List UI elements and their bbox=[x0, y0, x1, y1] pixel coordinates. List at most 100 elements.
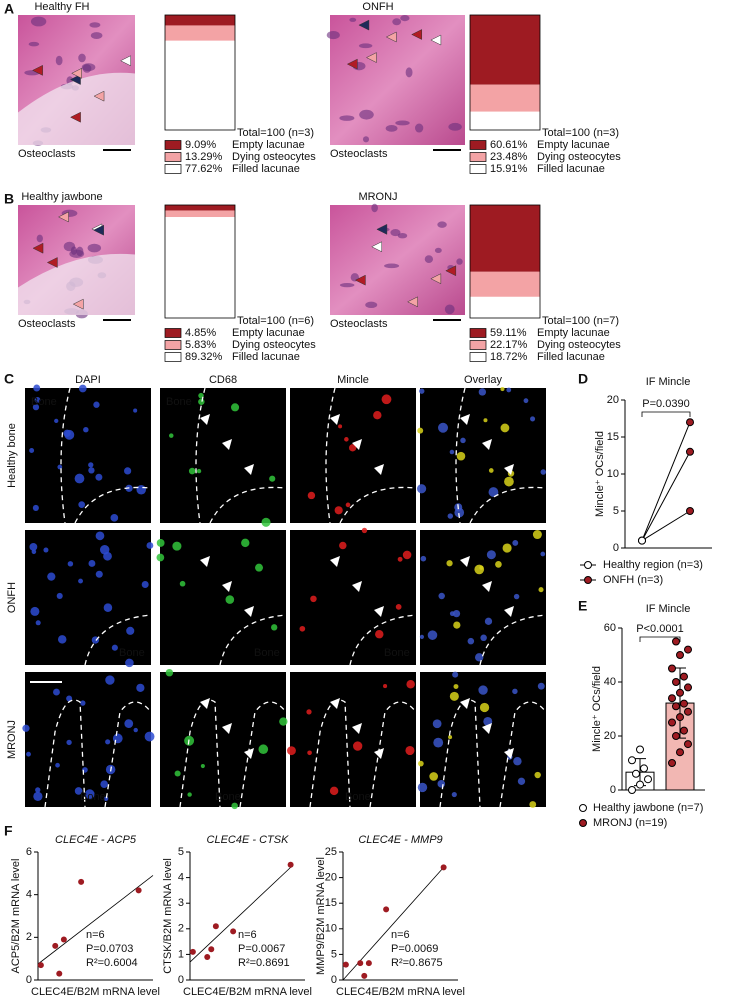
legend-label: Dying osteocytes bbox=[537, 339, 621, 351]
nucleus bbox=[512, 688, 518, 695]
image-content bbox=[169, 387, 287, 527]
nucleus bbox=[88, 467, 95, 474]
arrowhead bbox=[200, 698, 210, 709]
nucleus bbox=[279, 717, 288, 726]
nucleus bbox=[47, 572, 56, 581]
chart-title: IF Mincle bbox=[646, 603, 691, 615]
arrowhead bbox=[200, 414, 210, 425]
bar-segment bbox=[165, 205, 235, 211]
nucleus bbox=[453, 684, 459, 690]
nucleus bbox=[479, 702, 490, 713]
nucleus bbox=[32, 403, 40, 411]
data-point bbox=[680, 699, 688, 708]
legend-value: 9.09% bbox=[185, 139, 216, 151]
fluorescence-image bbox=[25, 672, 151, 807]
cell bbox=[55, 55, 63, 66]
data-point bbox=[361, 972, 368, 979]
data-point bbox=[672, 702, 680, 711]
nucleus bbox=[29, 542, 38, 551]
cell bbox=[339, 115, 355, 121]
column-header: Overlay bbox=[464, 374, 502, 386]
nucleus bbox=[26, 751, 31, 757]
arrowhead bbox=[330, 556, 340, 567]
fluorescence-image bbox=[290, 388, 416, 523]
y-tick-label: 1 bbox=[178, 948, 184, 960]
nucleus bbox=[406, 680, 415, 689]
cell bbox=[89, 22, 101, 28]
y-tick-label: 40 bbox=[604, 676, 616, 688]
panel-label: B bbox=[4, 191, 14, 207]
fluorescence-image bbox=[160, 530, 286, 665]
nucleus bbox=[78, 384, 87, 393]
arrowhead bbox=[460, 698, 470, 709]
data-point bbox=[676, 748, 684, 757]
micrograph bbox=[330, 15, 465, 145]
data-point bbox=[684, 645, 692, 654]
nucleus bbox=[80, 700, 86, 706]
nucleus bbox=[95, 570, 103, 578]
arrowhead bbox=[346, 58, 358, 70]
panel-label: A bbox=[4, 1, 14, 17]
nucleus bbox=[299, 625, 306, 632]
image-title: MRONJ bbox=[358, 191, 397, 203]
bar-segment bbox=[470, 271, 540, 297]
stat-annotation: P=0.0703 bbox=[86, 943, 133, 955]
nucleus bbox=[110, 513, 119, 522]
bone-boundary bbox=[325, 387, 336, 524]
arrowhead bbox=[244, 464, 254, 475]
panel-label: C bbox=[4, 371, 14, 387]
nucleus bbox=[433, 737, 444, 748]
y-tick-label: 0 bbox=[331, 974, 337, 986]
nucleus bbox=[540, 469, 547, 475]
data-point bbox=[672, 637, 680, 646]
data-point bbox=[383, 906, 390, 913]
arrowhead bbox=[482, 723, 492, 734]
bone-boundary bbox=[44, 699, 86, 808]
arrowhead bbox=[460, 414, 470, 425]
image-title: ONFH bbox=[362, 1, 393, 13]
y-tick-label: 15 bbox=[325, 897, 337, 909]
legend-value: 13.29% bbox=[185, 151, 223, 163]
stat-annotation: P=0.0069 bbox=[391, 943, 438, 955]
nucleus bbox=[417, 427, 424, 434]
data-point bbox=[676, 713, 684, 722]
arrowhead bbox=[504, 606, 514, 617]
nucleus bbox=[95, 531, 105, 541]
data-point bbox=[686, 447, 694, 456]
panel-label: D bbox=[578, 371, 588, 387]
total-label: Total=100 (n=3) bbox=[542, 127, 619, 139]
arrowhead bbox=[352, 581, 362, 592]
bar-segment bbox=[165, 210, 235, 218]
data-point bbox=[638, 536, 646, 545]
total-label: Total=100 (n=7) bbox=[542, 315, 619, 327]
arrowhead bbox=[70, 111, 81, 123]
marrow bbox=[18, 253, 135, 315]
nucleus bbox=[478, 685, 488, 695]
trend-line bbox=[37, 875, 154, 965]
bar-outline bbox=[164, 14, 236, 131]
legend-label: Dying osteocytes bbox=[232, 339, 316, 351]
nucleus bbox=[512, 539, 519, 546]
arrowhead bbox=[430, 34, 442, 46]
nucleus bbox=[513, 757, 522, 766]
nucleus bbox=[529, 801, 537, 808]
nucleus bbox=[136, 484, 147, 495]
chart-title: IF Mincle bbox=[646, 376, 691, 388]
arrowhead bbox=[358, 19, 370, 31]
nucleus bbox=[383, 684, 388, 689]
arrowhead bbox=[222, 723, 232, 734]
nucleus bbox=[55, 762, 60, 768]
image-content bbox=[299, 527, 417, 666]
legend-value: 60.61% bbox=[490, 139, 528, 151]
arrowhead bbox=[504, 464, 514, 475]
nucleus bbox=[449, 449, 455, 455]
nucleus bbox=[495, 561, 502, 568]
nucleus bbox=[310, 595, 317, 603]
nucleus bbox=[287, 746, 296, 756]
stat-annotation: R²=0.6004 bbox=[86, 957, 138, 969]
nucleus bbox=[432, 719, 442, 729]
legend-value: 5.83% bbox=[185, 339, 216, 351]
nucleus bbox=[419, 634, 424, 639]
nucleus bbox=[103, 796, 109, 802]
legend-swatch bbox=[469, 328, 487, 338]
